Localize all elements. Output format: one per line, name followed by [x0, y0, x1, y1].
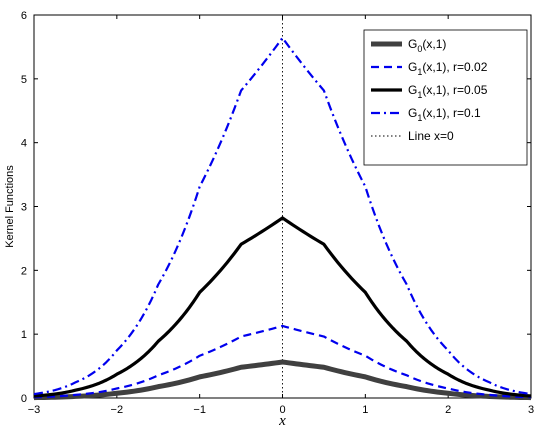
y-tick-label: 6 [21, 10, 27, 22]
series-line-2 [33, 216, 532, 398]
legend-label-2: G1(x,1), r=0.05 [408, 83, 488, 100]
legend-label-0: G0(x,1) [408, 37, 446, 54]
legend: G0(x,1) G1(x,1), r=0.02 G1(x,1), r=0.05 G1(… [363, 29, 528, 166]
legend-label-4: Line x=0 [408, 129, 454, 143]
y-axis-label: Kernel Functions [4, 165, 16, 248]
y-tick-label: 5 [21, 74, 27, 86]
x-tick-label: 2 [445, 404, 451, 416]
legend-label-1: G1(x,1), r=0.02 [408, 60, 488, 77]
series-layer [33, 15, 532, 401]
x-tick-label: 3 [528, 404, 534, 416]
x-tick-label: −2 [111, 404, 124, 416]
y-tick-label: 4 [21, 138, 27, 150]
x-axis-label: x [278, 413, 286, 429]
series-line-3 [33, 36, 532, 396]
x-tick-label: 1 [362, 404, 368, 416]
y-tick-label: 0 [21, 393, 27, 405]
x-tick-label: −1 [193, 404, 206, 416]
x-tick-label: 0 [279, 404, 285, 416]
series-line-1 [33, 324, 532, 399]
y-tick-label: 1 [21, 329, 27, 341]
x-tick-label: −3 [28, 404, 41, 416]
series-line-0 [33, 359, 532, 401]
legend-label-3: G1(x,1), r=0.1 [408, 106, 481, 123]
y-tick-label: 3 [21, 202, 27, 214]
y-tick-label: 2 [21, 265, 27, 277]
legend-box [363, 29, 528, 166]
